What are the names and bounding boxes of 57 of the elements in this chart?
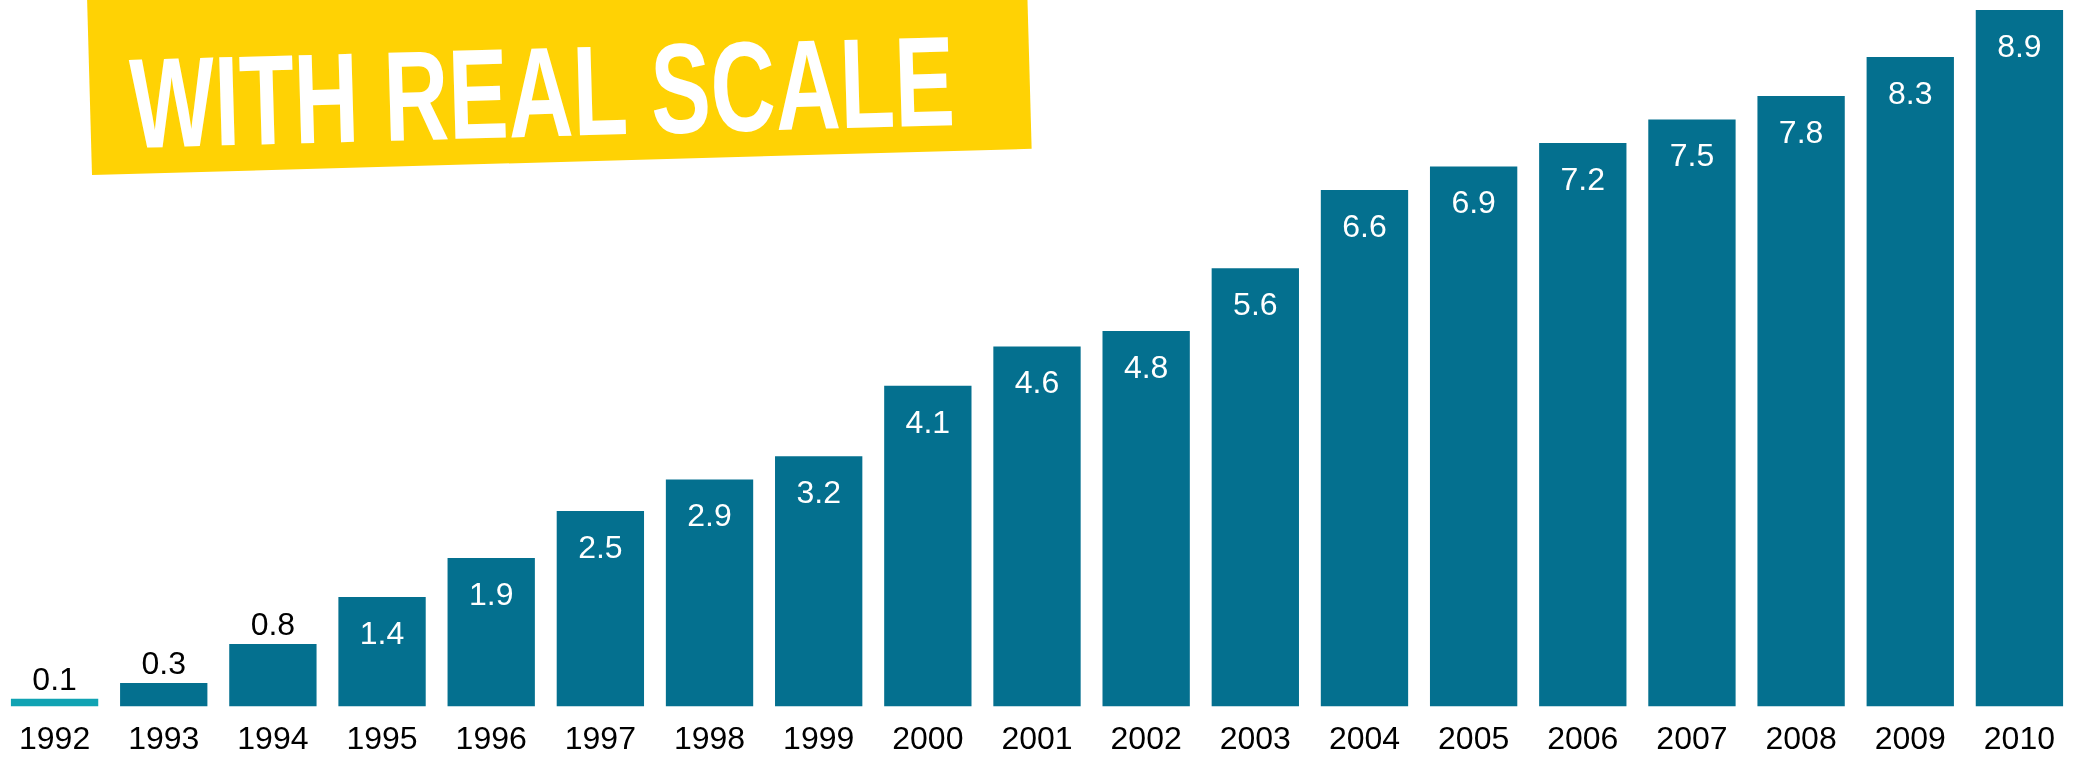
data-label: 4.1 xyxy=(905,403,951,440)
data-label: 3.2 xyxy=(796,473,841,510)
x-tick-label: 2009 xyxy=(1874,719,1946,756)
data-label: 7.8 xyxy=(1778,113,1824,150)
bar xyxy=(120,683,208,707)
bar xyxy=(1211,268,1299,707)
bar xyxy=(1866,56,1954,707)
data-label: 0.1 xyxy=(32,660,77,697)
bar xyxy=(556,510,645,707)
bar xyxy=(338,597,426,707)
x-tick-label: 2001 xyxy=(1001,719,1073,756)
x-tick-label: 2008 xyxy=(1765,719,1837,756)
data-label: 6.6 xyxy=(1342,207,1387,244)
data-label: 7.2 xyxy=(1560,160,1606,197)
bar xyxy=(993,346,1081,707)
data-label: 0.3 xyxy=(141,644,186,681)
x-tick-label: 2004 xyxy=(1328,719,1401,756)
bar xyxy=(775,456,863,707)
x-tick-label: 1998 xyxy=(673,719,746,756)
bar xyxy=(1320,190,1409,707)
bar xyxy=(1975,10,2064,707)
x-tick-label: 2005 xyxy=(1438,719,1510,756)
x-tick-label: 2007 xyxy=(1656,719,1728,756)
x-tick-label: 1996 xyxy=(455,719,527,756)
bar xyxy=(447,557,535,707)
data-label: 1.9 xyxy=(468,575,514,612)
data-label: 1.4 xyxy=(359,614,405,651)
data-label: 8.3 xyxy=(1888,74,1933,111)
x-tick-label: 2010 xyxy=(1983,719,2056,756)
data-label: 6.9 xyxy=(1451,184,1496,221)
x-tick-label: 1993 xyxy=(128,719,200,756)
bar xyxy=(229,643,317,707)
x-tick-label: 2006 xyxy=(1547,719,1619,756)
data-label: 0.8 xyxy=(250,605,296,642)
x-tick-label: 2000 xyxy=(892,719,964,756)
data-label: 2.5 xyxy=(578,528,623,565)
x-tick-label: 1997 xyxy=(564,719,636,756)
x-tick-label: 1994 xyxy=(237,719,309,756)
x-tick-label: 1995 xyxy=(346,719,418,756)
data-label: 5.6 xyxy=(1233,286,1278,323)
bar xyxy=(1102,330,1190,707)
data-label: 2.9 xyxy=(687,497,732,534)
data-label: 4.8 xyxy=(1123,348,1169,385)
data-label: 7.5 xyxy=(1669,137,1715,174)
x-tick-label: 2002 xyxy=(1110,719,1182,756)
bar xyxy=(884,385,972,707)
bar xyxy=(1648,119,1736,707)
chart-title: WITH REAL SCALE xyxy=(127,8,957,177)
bar xyxy=(1539,143,1627,707)
bar xyxy=(1757,96,1845,707)
data-label: 8.9 xyxy=(1997,27,2042,64)
bar xyxy=(665,479,754,707)
x-tick-label: 2003 xyxy=(1219,719,1291,756)
bar xyxy=(1429,166,1518,707)
x-tick-label: 1999 xyxy=(783,719,855,756)
x-tick-label: 1992 xyxy=(18,719,91,756)
data-label: 4.6 xyxy=(1014,364,1060,401)
